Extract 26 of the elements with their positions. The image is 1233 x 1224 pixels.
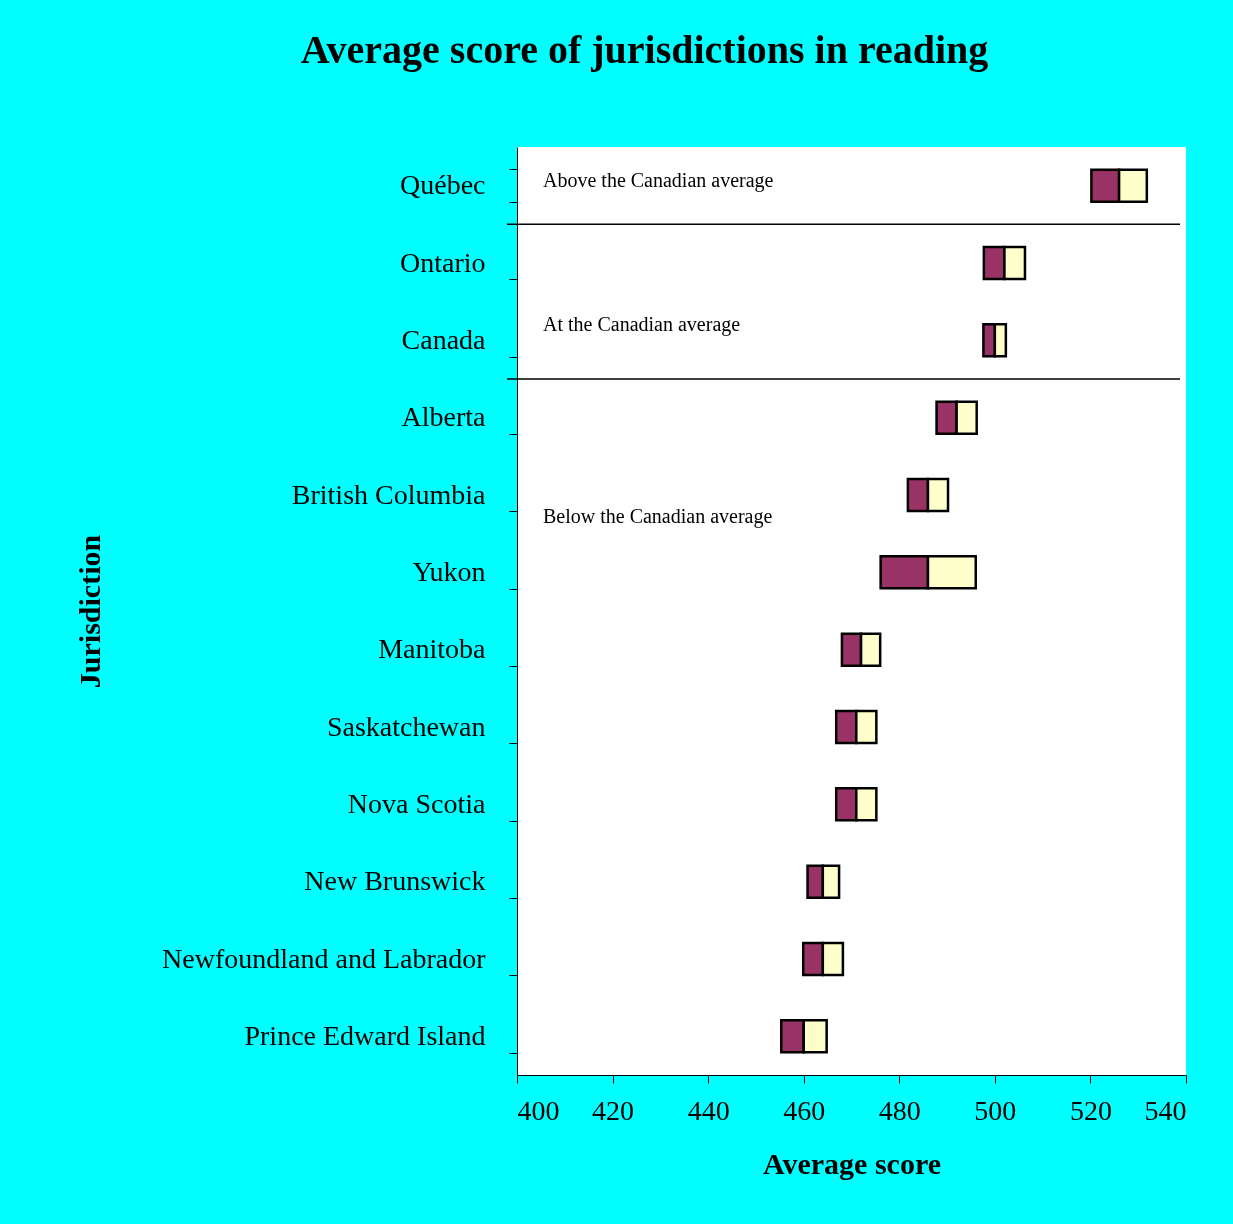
x-tick-label: 520 — [1069, 1094, 1112, 1126]
y-tick-label: British Columbia — [291, 478, 487, 510]
y-tick-label: Newfoundland and Labrador — [162, 942, 487, 974]
annotation: Below the Canadian average — [543, 505, 773, 528]
y-tick-label: Prince Edward Island — [244, 1019, 486, 1051]
y-tick-label: Ontario — [399, 246, 486, 278]
x-tick-label: 460 — [783, 1094, 826, 1126]
y-tick-label: Manitoba — [378, 633, 487, 665]
y-tick-label: Québec — [399, 169, 486, 201]
y-tick-label: New Brunswick — [304, 865, 486, 897]
y-tick-label: Yukon — [412, 555, 486, 587]
x-tick-label: 400 — [517, 1094, 560, 1126]
y-tick-label: Saskatchewan — [326, 710, 486, 742]
annotation: Above the Canadian average — [543, 169, 774, 192]
x-tick-label: 420 — [592, 1094, 635, 1126]
annotation: At the Canadian average — [543, 313, 741, 336]
x-tick-label: 540 — [1144, 1094, 1187, 1126]
x-axis-title: Average score — [763, 1146, 941, 1180]
x-tick-label: 440 — [687, 1094, 730, 1126]
y-axis-title: Jurisdiction — [72, 534, 106, 689]
y-tick-label: Alberta — [401, 401, 487, 433]
chart-title: Average score of jurisdictions in reading — [300, 27, 989, 72]
y-tick-label: Canada — [401, 323, 487, 355]
x-tick-label: 500 — [974, 1094, 1017, 1126]
x-tick-label: 480 — [878, 1094, 921, 1126]
y-tick-label: Nova Scotia — [347, 787, 487, 819]
